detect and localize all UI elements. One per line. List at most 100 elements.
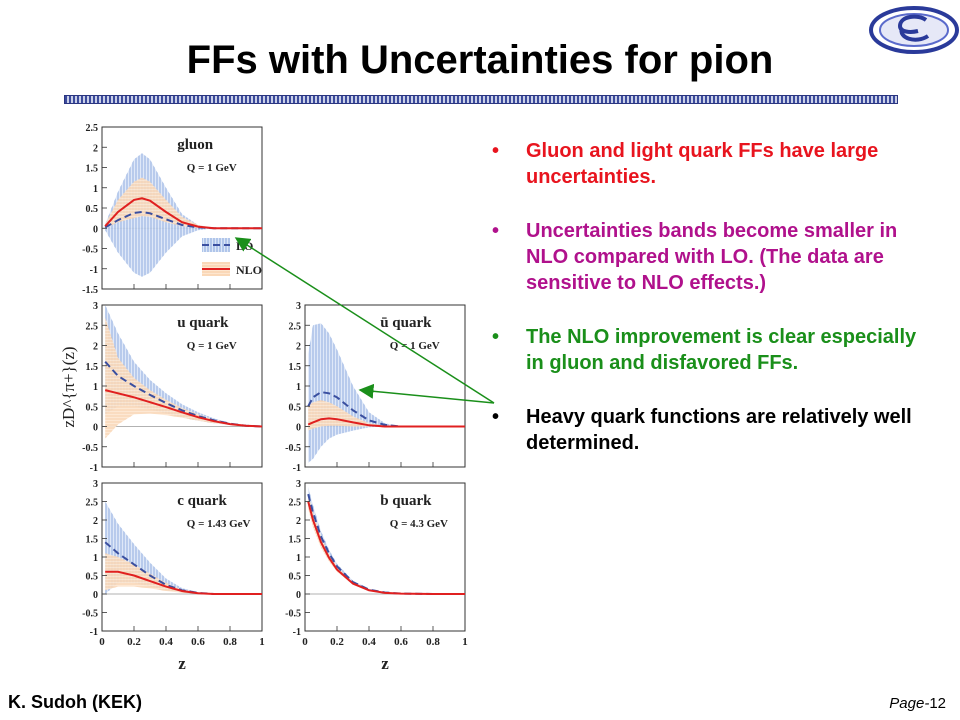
bullet-text: Gluon and light quark FFs have large unc… — [526, 140, 879, 188]
lo-series-line — [307, 493, 465, 595]
y-tick-label: 1.5 — [86, 164, 99, 175]
y-tick-label: 3 — [93, 479, 98, 490]
panel-name-label: c quark — [177, 493, 227, 509]
y-tick-label: 1.5 — [86, 362, 99, 373]
slide-title: FFs with Uncertainties for pion — [186, 38, 774, 82]
page-number: Page-12 — [889, 695, 946, 712]
nlo-series-line — [104, 389, 263, 428]
y-tick-label: 0.5 — [86, 204, 99, 215]
y-tick-label: 2.5 — [289, 498, 302, 509]
y-tick-label: 2.5 — [289, 321, 302, 332]
y-tick-label: -0.5 — [82, 245, 98, 256]
y-tick-label: -0.5 — [82, 609, 98, 620]
nlo-uncertainty-band — [105, 553, 262, 594]
y-tick-label: -0.5 — [285, 609, 301, 620]
bullet-text: The NLO improvement is clear especially … — [526, 326, 917, 374]
x-tick-label: 1 — [259, 636, 265, 648]
bullet-list: • Gluon and light quark FFs have large un… — [492, 138, 932, 484]
x-tick-label: 0.4 — [362, 636, 376, 648]
nlo-series-line — [105, 570, 262, 595]
y-tick-label: 2 — [296, 516, 301, 527]
panel-name-label: gluon — [177, 137, 214, 153]
y-tick-label: 1 — [296, 553, 301, 564]
legend-label: NLO — [236, 263, 262, 277]
y-tick-label: 1.5 — [289, 362, 302, 373]
y-tick-label: 3 — [296, 301, 301, 312]
y-tick-label: 2 — [296, 342, 301, 353]
x-axis-label: z — [178, 654, 186, 673]
x-tick-label: 0.2 — [127, 636, 141, 648]
y-tick-label: 0 — [93, 423, 98, 434]
nlo-uncertainty-band — [105, 177, 262, 229]
y-axis-label: zD^{π+}(z) — [60, 346, 78, 427]
panel-name-label: ū quark — [380, 315, 432, 331]
y-tick-label: 0 — [93, 224, 98, 235]
y-tick-label: 2.5 — [86, 123, 99, 134]
y-tick-label: -1 — [90, 627, 98, 638]
y-tick-label: -1 — [90, 463, 98, 474]
panel-c-quark: 32.521.510.50-0.5-10 0.2 0.4 0.6 0.8 1c quark… — [82, 479, 265, 673]
nlo-series-line — [104, 197, 262, 230]
ff-plots-figure: 2.5 2 1.5 1 0.5 0 -0.5 -1 -1.5 gluon Q = 1 GeV LO NL… — [60, 123, 468, 673]
panel-b-quark: 32.521.510.50-0.5-10 0.2 0.4 0.6 0.8 1b quark… — [285, 479, 468, 673]
panel-gluon: 2.5 2 1.5 1 0.5 0 -0.5 -1 -1.5 gluon Q = 1 GeV LO NL… — [82, 123, 263, 296]
y-tick-label: 2 — [93, 143, 98, 154]
lo-series-line — [104, 541, 262, 595]
x-tick-label: 0.8 — [426, 636, 440, 648]
x-tick-label: 0.2 — [330, 636, 344, 648]
y-tick-label: 3 — [93, 301, 98, 312]
panel-q-label: Q = 1 GeV — [390, 340, 440, 352]
y-tick-label: 0.5 — [86, 402, 99, 413]
x-tick-label: 0 — [99, 636, 105, 648]
y-tick-label: 1 — [93, 382, 98, 393]
panel-name-label: b quark — [380, 493, 432, 509]
y-tick-label: -0.5 — [82, 443, 98, 454]
nlo-uncertainty-band — [308, 400, 465, 431]
x-tick-label: 0.8 — [223, 636, 237, 648]
panel-x-quark: 3 2.5 2 1.5 1 0.5 0 -0.5 -1 ū quark Q = 1 GeV — [285, 301, 466, 474]
bullet-item: • Uncertainties bands become smaller in N… — [492, 220, 898, 294]
page-prefix: Page- — [889, 695, 930, 712]
nlo-series-line — [307, 417, 465, 428]
lo-uncertainty-band — [308, 323, 465, 463]
y-tick-label: 0 — [296, 423, 301, 434]
y-tick-label: 1 — [93, 184, 98, 195]
title-divider — [64, 95, 898, 104]
panel-q-label: Q = 1.43 GeV — [187, 518, 251, 530]
y-tick-label: -1.5 — [82, 285, 98, 296]
x-axis-label: z — [381, 654, 389, 673]
author-label: K. Sudoh (KEK) — [8, 692, 142, 712]
kek-logo-icon — [869, 6, 959, 54]
y-tick-label: 2 — [93, 342, 98, 353]
y-tick-label: 2 — [93, 516, 98, 527]
y-tick-label: 1.5 — [86, 535, 99, 546]
y-tick-label: 1 — [296, 382, 301, 393]
nlo-uncertainty-band — [105, 317, 262, 439]
y-tick-label: 3 — [296, 479, 301, 490]
x-tick-label: 0.6 — [191, 636, 205, 648]
y-tick-label: 0.5 — [289, 402, 302, 413]
bullet-item: • Heavy quark functions are relatively we… — [492, 406, 912, 454]
page-number-value: 12 — [929, 695, 946, 712]
y-tick-label: 2.5 — [86, 498, 99, 509]
y-tick-label: 2.5 — [86, 321, 99, 332]
bullet-item: • Gluon and light quark FFs have large un… — [492, 140, 879, 188]
y-tick-label: 0.5 — [86, 572, 99, 583]
y-tick-label: 0 — [296, 590, 301, 601]
panel-q-label: Q = 4.3 GeV — [390, 518, 448, 530]
bullet-text: Uncertainties bands become smaller in NL… — [526, 220, 898, 294]
panel-u-quark: 3 2.5 2 1.5 1 0.5 0 -0.5 -1 u quark Q = 1 GeV — [82, 301, 263, 474]
panel-q-label: Q = 1 GeV — [187, 340, 237, 352]
panel-name-label: u quark — [177, 315, 229, 331]
lo-series-line — [104, 210, 262, 230]
y-tick-label: 0 — [93, 590, 98, 601]
y-tick-label: -1 — [293, 627, 301, 638]
nlo-series-line — [307, 501, 465, 595]
legend-label: LO — [236, 239, 253, 253]
y-tick-label: -1 — [90, 265, 98, 276]
y-tick-label: 1 — [93, 553, 98, 564]
y-tick-label: -1 — [293, 463, 301, 474]
bullet-item: • The NLO improvement is clear especially… — [492, 326, 917, 374]
x-tick-label: 1 — [462, 636, 468, 648]
y-tick-label: 1.5 — [289, 535, 302, 546]
